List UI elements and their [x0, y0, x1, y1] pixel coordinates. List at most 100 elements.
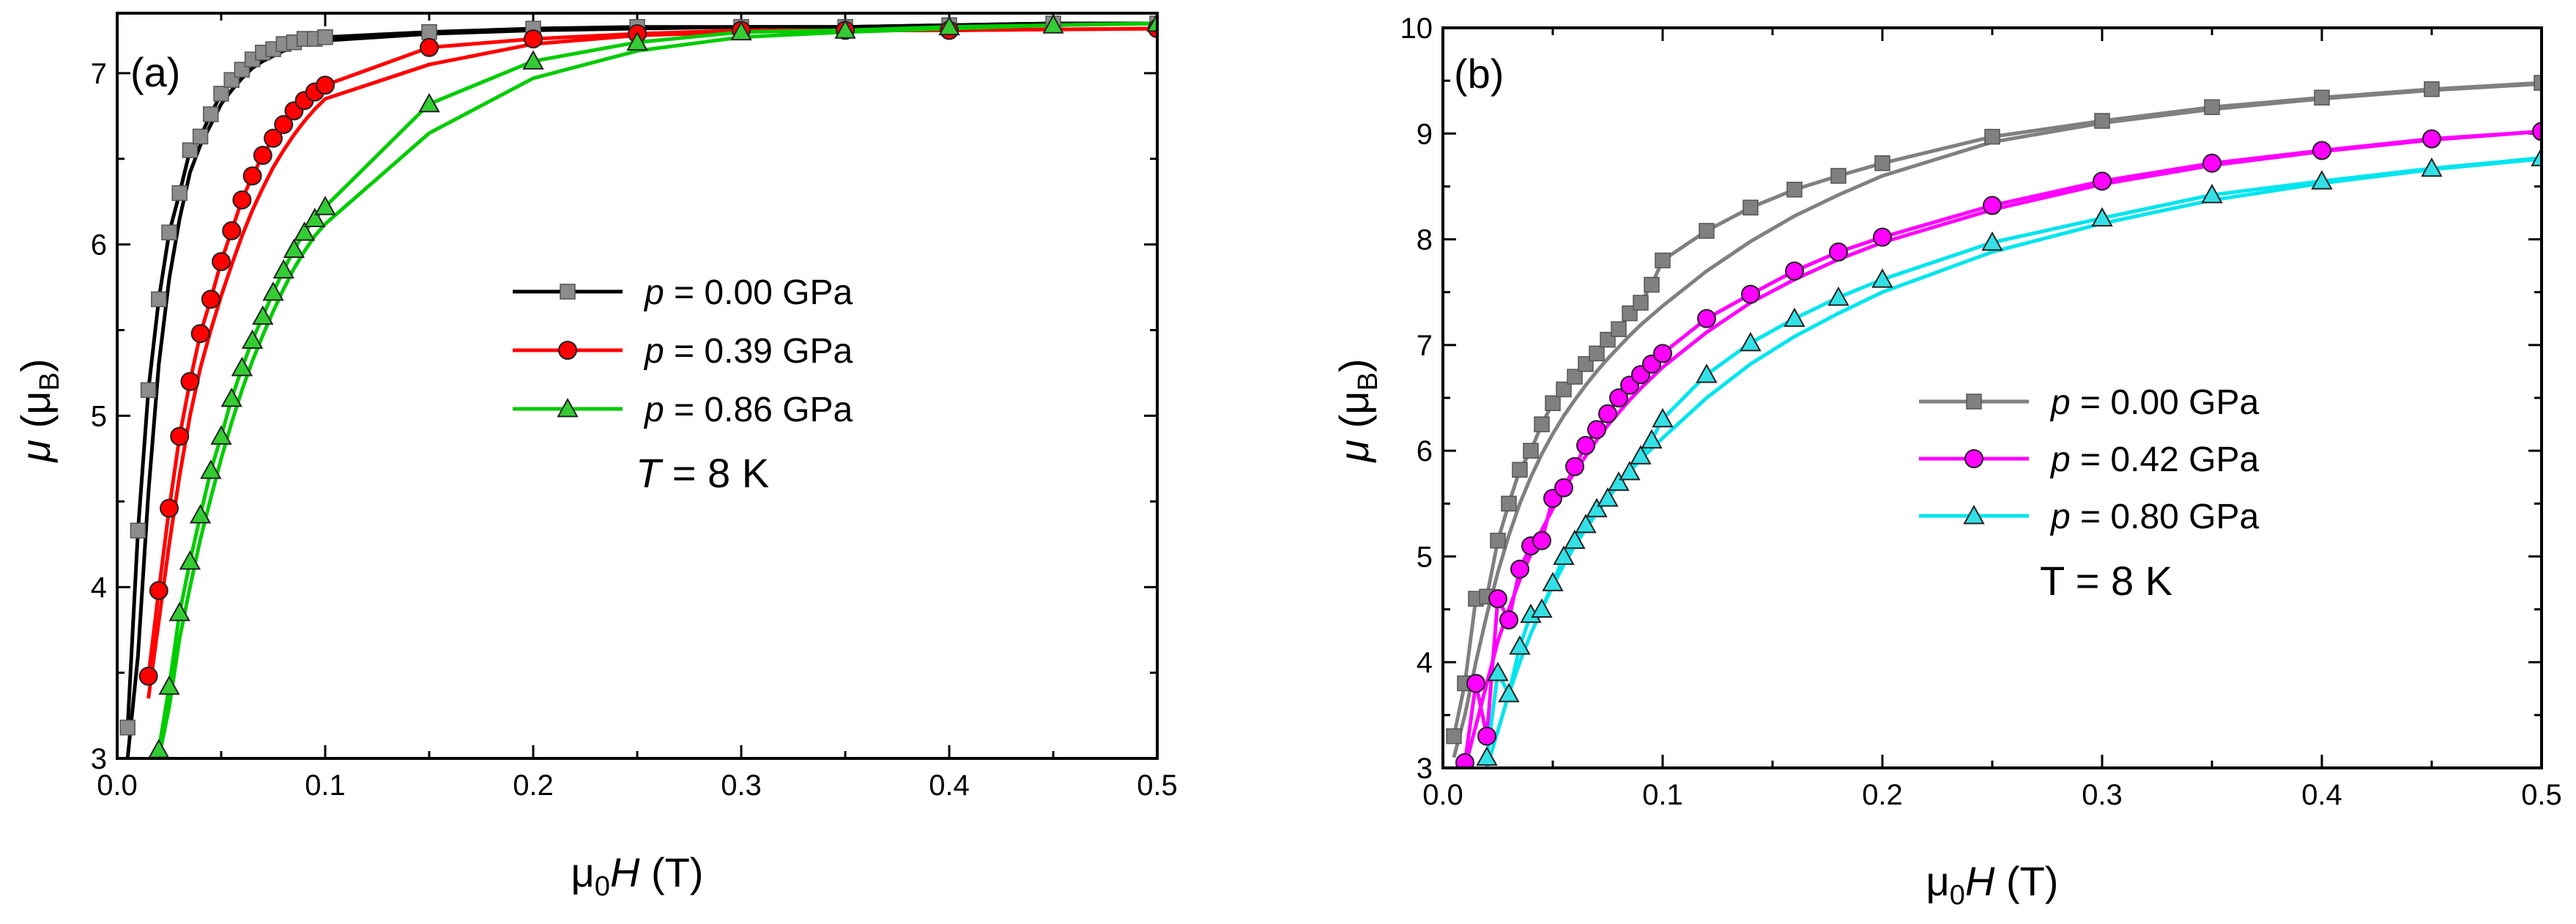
series-line-return — [1452, 82, 2542, 758]
data-point — [304, 207, 326, 227]
series-line-return — [1463, 129, 2542, 768]
data-point — [317, 29, 333, 45]
data-point — [2314, 89, 2330, 106]
data-point — [1609, 388, 1628, 407]
data-point — [2202, 153, 2221, 173]
x-tick-label: 0.2 — [1862, 779, 1903, 811]
data-point — [1829, 242, 1848, 262]
data-point — [1553, 545, 1575, 565]
legend-entry: p = 0.00 GPa — [2049, 383, 2260, 422]
data-point — [1488, 589, 1507, 609]
y-tick-label: 7 — [91, 58, 107, 90]
y-tick-label: 10 — [1400, 12, 1433, 45]
y-axis-label: μ (μB) — [12, 358, 65, 463]
data-point — [274, 114, 294, 134]
data-point — [1740, 331, 1762, 352]
data-point — [149, 580, 168, 600]
data-point — [231, 356, 253, 377]
data-point — [1641, 429, 1663, 449]
y-tick-label: 8 — [1417, 224, 1433, 256]
data-point — [1873, 227, 1892, 247]
y-axis-label: μ (μB) — [1331, 358, 1384, 463]
plot-frame — [1441, 26, 2543, 769]
data-point — [1534, 416, 1550, 432]
plot-area — [1446, 75, 2542, 768]
data-point — [2532, 122, 2542, 141]
data-point — [222, 221, 242, 240]
plot-frame — [116, 12, 1159, 760]
series-line — [1452, 81, 2542, 737]
data-point — [1455, 753, 1474, 768]
data-point — [200, 459, 222, 479]
y-tick-label: 6 — [91, 229, 107, 262]
legend-entry: p = 0.86 GPa — [643, 391, 853, 429]
data-point — [1827, 286, 1849, 306]
data-point — [1981, 231, 2003, 251]
data-point — [213, 86, 229, 102]
data-point — [938, 15, 960, 36]
data-point — [2091, 207, 2113, 227]
data-point — [203, 106, 219, 122]
data-point — [1786, 182, 1803, 198]
data-point — [151, 291, 167, 308]
x-tick-label: 0.1 — [1642, 779, 1683, 811]
data-point — [524, 29, 543, 49]
legend-marker — [1964, 449, 1983, 468]
y-tick-label: 9 — [1417, 118, 1433, 150]
data-point — [192, 128, 209, 145]
data-point — [1509, 635, 1531, 655]
data-point — [1983, 196, 2002, 215]
data-point — [253, 146, 272, 166]
data-point — [1586, 498, 1608, 517]
data-point — [1652, 407, 1674, 428]
data-point — [1644, 276, 1660, 293]
legend-marker — [557, 397, 579, 418]
data-point — [171, 185, 188, 202]
legend-entry: p = 0.80 GPa — [2049, 498, 2260, 536]
data-point — [264, 128, 283, 148]
x-tick-label: 0.3 — [2082, 779, 2123, 811]
x-tick-label: 0.4 — [929, 769, 970, 802]
legend-marker — [558, 341, 577, 360]
y-tick-label: 3 — [1417, 753, 1433, 785]
data-point — [138, 666, 158, 686]
data-point — [1531, 598, 1553, 618]
data-point — [2534, 75, 2542, 91]
data-point — [161, 224, 177, 241]
data-point — [1499, 610, 1518, 629]
data-point — [241, 329, 264, 349]
data-point — [1512, 462, 1528, 478]
x-tick-label: 0.0 — [1422, 779, 1463, 811]
data-point — [1446, 728, 1462, 744]
data-point — [1545, 395, 1561, 411]
legend-entry: p = 0.39 GPa — [643, 332, 853, 371]
data-point — [2093, 171, 2112, 191]
panel-label: (b) — [1454, 51, 1504, 97]
data-point — [1554, 478, 1573, 498]
data-point — [626, 31, 648, 51]
data-point — [316, 75, 335, 95]
x-tick-label: 0.0 — [97, 769, 138, 802]
data-point — [148, 739, 170, 758]
x-axis-label: μ0H (T) — [571, 849, 704, 902]
data-point — [242, 166, 262, 186]
data-point — [1477, 726, 1496, 746]
y-tick-label: 5 — [91, 400, 107, 432]
data-point — [272, 259, 294, 279]
data-point — [1830, 168, 1846, 184]
y-tick-label: 6 — [1417, 435, 1433, 467]
data-point — [168, 602, 190, 621]
data-point — [2311, 170, 2333, 190]
data-point — [182, 142, 198, 158]
data-point — [1532, 531, 1551, 550]
data-point — [1611, 321, 1627, 337]
x-tick-label: 0.2 — [513, 769, 554, 802]
data-point — [190, 324, 210, 344]
data-point — [1653, 344, 1672, 363]
data-point — [1696, 363, 1718, 383]
data-point — [1655, 252, 1671, 269]
data-point — [420, 37, 439, 57]
data-point — [293, 221, 316, 241]
